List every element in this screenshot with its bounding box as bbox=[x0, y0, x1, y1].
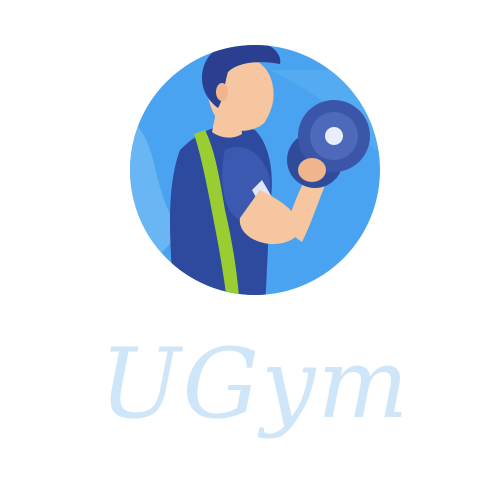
brand-name: UGym bbox=[100, 328, 410, 440]
brand-wordmark: UGym bbox=[100, 328, 410, 440]
athlete-fist bbox=[298, 158, 326, 182]
athlete-ear bbox=[216, 83, 228, 101]
gym-emblem bbox=[130, 45, 380, 295]
shirt-accent bbox=[194, 130, 240, 295]
athlete-upper-arm bbox=[239, 190, 301, 245]
athlete-forearm bbox=[285, 171, 325, 242]
dumbbell-center bbox=[325, 127, 343, 145]
